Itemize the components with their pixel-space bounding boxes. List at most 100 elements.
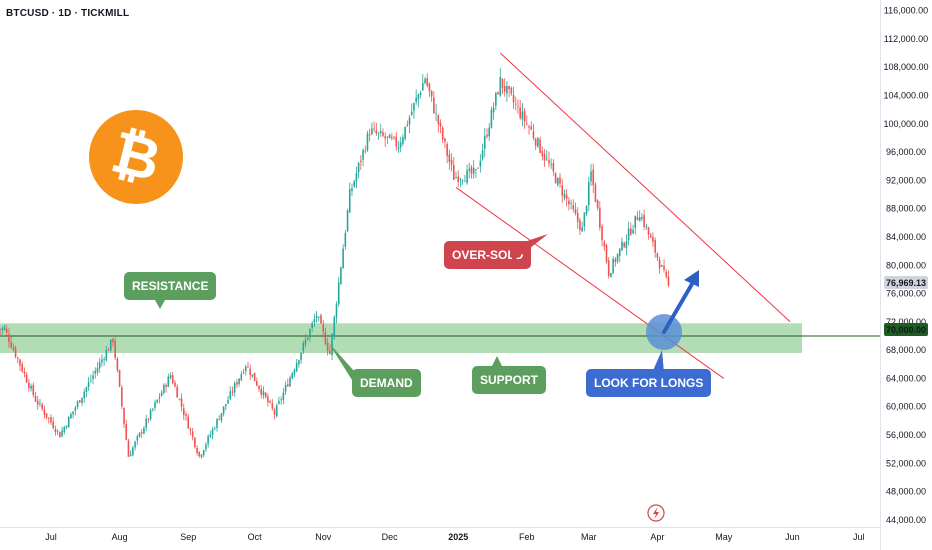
candle-body [282, 392, 285, 401]
oversold-label: OVER-SOLD [452, 248, 524, 262]
candle-body [663, 265, 665, 270]
candle-body [366, 133, 369, 151]
candle-body [123, 407, 125, 425]
candle-body [510, 87, 513, 94]
candle-body [160, 392, 163, 397]
candle-body [233, 383, 236, 393]
candle-body [492, 107, 495, 113]
candle-body [216, 419, 218, 428]
time-tick-label: Jul [45, 532, 57, 542]
candle-body [50, 417, 52, 423]
time-tick-label: Mar [581, 532, 597, 542]
candle-body [240, 374, 243, 381]
candle-body [437, 115, 440, 125]
candle-body [43, 409, 46, 415]
candle-body [315, 315, 318, 318]
candle-body [634, 215, 637, 229]
candle-body [457, 176, 460, 182]
candle-body [559, 177, 561, 184]
candle-body [287, 384, 289, 387]
candle-body [377, 132, 380, 134]
candle-body [523, 111, 526, 122]
candle-body [25, 374, 28, 383]
candle-body [554, 173, 557, 184]
candle-body [306, 337, 309, 340]
candle-body [486, 134, 488, 137]
candle-body [541, 151, 544, 157]
svg-text:76,969.13: 76,969.13 [886, 278, 926, 288]
candle-body [545, 158, 548, 160]
candle-body [114, 340, 116, 358]
candle-body [395, 136, 398, 147]
candle-body [596, 200, 599, 209]
candle-body [253, 372, 256, 382]
candle-body [643, 214, 645, 227]
candle-body [78, 400, 81, 403]
candle-body [256, 380, 258, 386]
candle-body [548, 159, 550, 164]
candle-body [96, 367, 99, 373]
candle-body [81, 397, 83, 404]
candle-body [424, 78, 426, 84]
candle-body [118, 369, 121, 387]
candle-body [220, 413, 223, 421]
candle-body [581, 227, 583, 232]
candle-body [534, 138, 537, 146]
candle-body [379, 130, 382, 134]
candle-body [30, 385, 32, 389]
candle-body [196, 447, 198, 454]
candle-body [98, 362, 101, 369]
price-tick-label: 96,000.00 [886, 147, 926, 157]
candle-body [271, 403, 274, 409]
candle-body [92, 375, 94, 380]
candle-body [65, 426, 68, 428]
candle-body [145, 418, 147, 428]
time-tick-label: Dec [382, 532, 399, 542]
candle-body [503, 85, 506, 92]
bitcoin-logo-icon: ₿ [89, 110, 183, 204]
candle-body [543, 154, 546, 161]
candle-body [444, 138, 446, 142]
candle-body [47, 417, 50, 419]
candle-body [479, 160, 482, 167]
symbol-header[interactable]: BTCUSD · 1D · TICKMILL [6, 8, 130, 19]
candle-body [497, 92, 499, 95]
candle-body [406, 124, 409, 126]
candle-body [621, 241, 623, 251]
candle-body [76, 401, 79, 408]
candle-body [229, 391, 232, 399]
candle-body [353, 181, 355, 187]
candle-body [90, 379, 92, 381]
candle-body [585, 205, 588, 214]
candle-body [63, 427, 66, 433]
candle-body [54, 429, 57, 433]
candle-body [382, 132, 384, 136]
candle-body [592, 169, 595, 186]
candle-body [565, 194, 568, 199]
candle-body [194, 437, 196, 448]
candle-body [483, 136, 486, 149]
candle-body [293, 369, 296, 375]
price-tick-label: 72,000.00 [886, 317, 926, 327]
candle-body [207, 435, 209, 444]
candle-body [227, 399, 229, 404]
candle-body [605, 244, 608, 262]
candle-body [481, 150, 484, 159]
channel-lower-line[interactable] [455, 187, 725, 379]
candle-body [360, 160, 362, 162]
candle-body [174, 382, 176, 387]
look-for-longs-label: LOOK FOR LONGS [594, 376, 704, 390]
candle-body [539, 139, 541, 153]
channel-upper-line[interactable] [499, 52, 791, 323]
lightning-icon[interactable] [647, 504, 665, 522]
candle-body [647, 227, 650, 235]
price-tick-label: 108,000.00 [883, 62, 928, 72]
candle-body [402, 137, 404, 144]
candle-body [665, 271, 668, 277]
time-tick-label: Jul [853, 532, 865, 542]
candle-body [23, 371, 26, 374]
candle-body [422, 83, 424, 91]
candle-body [67, 416, 70, 428]
level-price-tag: 70,000.00 [884, 323, 928, 336]
